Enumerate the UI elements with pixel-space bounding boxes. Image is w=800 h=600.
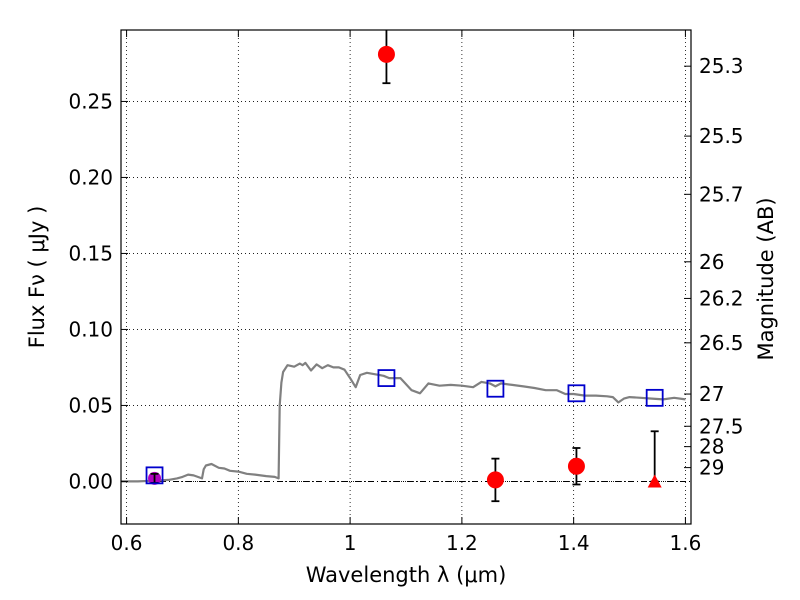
tick-labels: 0.6 0.8 1 1.2 1.4 1.6 0.00 0.05 0.10 0.15 0.20 0.25… bbox=[68, 54, 743, 555]
observed-point bbox=[377, 45, 395, 63]
y2-tick-label: 27 bbox=[699, 382, 724, 406]
x-tick-label: 1.6 bbox=[670, 531, 702, 555]
y-tick-label: 0.20 bbox=[68, 165, 113, 189]
y2-tick-label: 25.5 bbox=[699, 124, 744, 148]
grid bbox=[121, 30, 691, 524]
y-tick-label: 0.00 bbox=[68, 469, 113, 493]
synthetic-model-point bbox=[486, 379, 505, 398]
y-tick-label: 0.05 bbox=[68, 393, 113, 417]
observed-point bbox=[567, 457, 585, 475]
y2-tick-label: 25.7 bbox=[699, 182, 744, 206]
observed-point bbox=[486, 471, 504, 489]
y2-tick-label: 26 bbox=[699, 250, 724, 274]
synthetic-model-point bbox=[567, 384, 586, 403]
y2-tick-label: 28 bbox=[699, 435, 724, 459]
y2-tick-label: 26.5 bbox=[699, 331, 744, 355]
synthetic-model-point bbox=[645, 388, 664, 407]
upper-limit-point bbox=[647, 474, 662, 488]
x-tick-label: 1 bbox=[344, 531, 357, 555]
x-tick-label: 0.6 bbox=[111, 531, 143, 555]
synthetic-model-point bbox=[377, 369, 396, 387]
axis-ticks bbox=[121, 30, 691, 524]
x-axis-label: Wavelength λ (μm) bbox=[306, 563, 507, 587]
plot-frame bbox=[120, 29, 692, 525]
synthetic-model-point bbox=[145, 466, 164, 485]
y2-tick-label: 26.2 bbox=[699, 286, 744, 310]
y2-axis-label: Magnitude (AB) bbox=[754, 197, 778, 360]
model-spectrum-line bbox=[121, 361, 686, 483]
y2-tick-label: 29 bbox=[699, 456, 724, 480]
y-tick-label: 0.10 bbox=[68, 317, 113, 341]
y-tick-label: 0.25 bbox=[68, 89, 113, 113]
x-tick-label: 1.4 bbox=[558, 531, 590, 555]
x-tick-label: 1.2 bbox=[446, 531, 478, 555]
y-tick-label: 0.15 bbox=[68, 241, 113, 265]
y-axis-label: Flux Fν ( μJy ) bbox=[25, 206, 49, 349]
x-tick-label: 0.8 bbox=[222, 531, 254, 555]
y2-tick-label: 27.5 bbox=[699, 414, 744, 438]
y2-tick-label: 25.3 bbox=[699, 54, 744, 78]
data-points bbox=[145, 30, 664, 503]
